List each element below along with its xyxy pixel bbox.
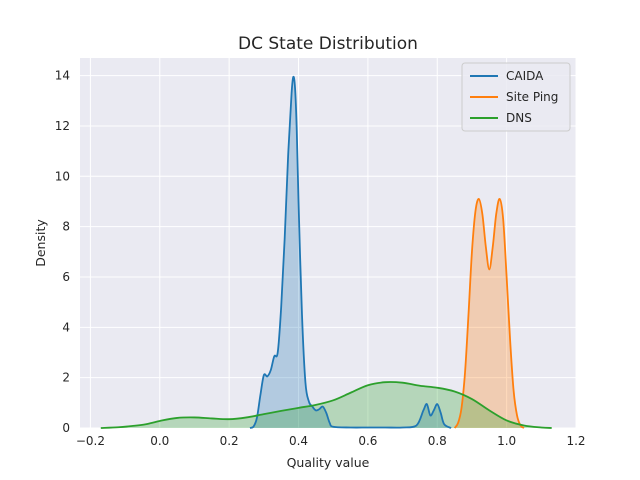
legend-frame (461, 62, 571, 132)
legend-label: Site Ping (506, 90, 558, 104)
y-tick-label: 14 (55, 69, 70, 83)
chart-title: DC State Distribution (238, 34, 418, 54)
density-fill-series-0 (249, 76, 452, 429)
y-axis-label: Density (33, 219, 48, 267)
y-tick-label: 4 (62, 320, 70, 334)
legend: CAIDA Site Ping DNS (461, 62, 571, 132)
grid (80, 58, 577, 429)
legend-label: DNS (506, 111, 532, 125)
density-line-series-0 (249, 75, 452, 429)
y-tick-label: 2 (62, 371, 70, 385)
y-tick-label: 12 (55, 119, 70, 133)
x-tick-label: 0.2 (220, 434, 239, 448)
y-tick-label: 8 (62, 220, 70, 234)
y-tick-labels: 0 2 4 6 8 10 12 14 (55, 69, 70, 435)
y-tick-label: 10 (55, 169, 70, 183)
y-tick-label: 6 (62, 270, 70, 284)
x-tick-label: 1.2 (566, 434, 585, 448)
y-tick-label: 0 (62, 421, 70, 435)
x-tick-label: 0.4 (289, 434, 308, 448)
density-fill-series-2 (100, 382, 552, 428)
x-tick-label: 0.6 (358, 434, 377, 448)
x-axis-label: Quality value (287, 455, 370, 470)
density-line-series-1 (453, 198, 525, 429)
legend-label: CAIDA (506, 69, 544, 83)
x-tick-label: 0.8 (428, 434, 447, 448)
x-tick-label: 1.0 (497, 434, 516, 448)
density-line-series-2 (100, 381, 552, 429)
density-lines (100, 75, 552, 429)
x-tick-labels: −0.2 0.0 0.2 0.4 0.6 0.8 1.0 1.2 (76, 434, 586, 448)
x-tick-label: 0.0 (150, 434, 169, 448)
x-tick-label: −0.2 (76, 434, 105, 448)
